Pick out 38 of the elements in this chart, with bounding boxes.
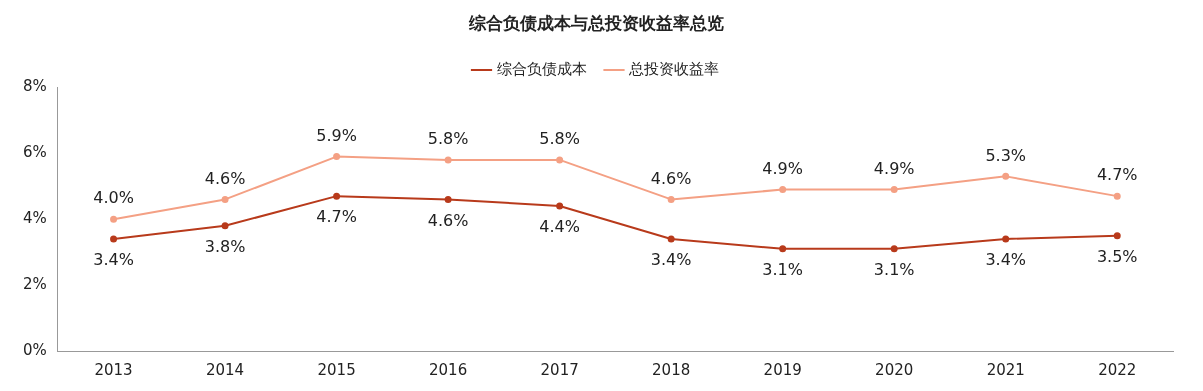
x-tick-label: 2016 — [429, 360, 468, 379]
data-label: 3.1% — [762, 260, 804, 280]
y-tick-label: 8% — [23, 77, 47, 96]
data-label: 5.9% — [316, 125, 357, 145]
y-tick-label: 6% — [23, 143, 47, 162]
data-label: 3.4% — [985, 250, 1027, 270]
data-label: 3.4% — [93, 250, 134, 270]
y-tick-label: 2% — [23, 274, 47, 293]
legend-label: 总投资收益率 — [628, 59, 719, 78]
data-label: 4.6% — [427, 210, 469, 230]
data-label: 4.9% — [873, 158, 915, 178]
data-label: 5.8% — [427, 129, 469, 149]
data-label: 4.7% — [316, 207, 357, 227]
data-label: 3.5% — [1096, 246, 1138, 266]
data-label: 4.9% — [762, 158, 804, 178]
data-label: 5.3% — [985, 145, 1027, 165]
x-tick-label: 2022 — [1098, 360, 1137, 379]
chart-title: 综合负债成本与总投资收益率总览 — [468, 12, 724, 33]
data-label: 4.6% — [204, 168, 246, 188]
x-tick-label: 2018 — [652, 360, 691, 379]
x-tick-label: 2015 — [317, 360, 356, 379]
data-label: 3.4% — [650, 250, 692, 270]
data-label: 4.4% — [539, 217, 580, 237]
data-label: 3.8% — [204, 236, 246, 256]
x-tick-label: 2020 — [875, 360, 914, 379]
y-tick-label: 4% — [23, 209, 47, 228]
x-tick-label: 2014 — [205, 360, 245, 379]
y-tick-label: 0% — [23, 340, 47, 359]
data-label: 3.1% — [873, 260, 915, 280]
x-tick-label: 2013 — [94, 360, 133, 379]
x-tick-label: 2017 — [540, 360, 579, 379]
x-tick-label: 2021 — [986, 360, 1025, 379]
data-label: 4.0% — [93, 188, 134, 208]
data-label: 4.7% — [1096, 165, 1138, 185]
data-label: 4.6% — [650, 168, 692, 188]
x-tick-label: 2019 — [763, 360, 802, 379]
legend-label: 综合负债成本 — [496, 59, 587, 78]
data-label: 5.8% — [539, 129, 580, 149]
